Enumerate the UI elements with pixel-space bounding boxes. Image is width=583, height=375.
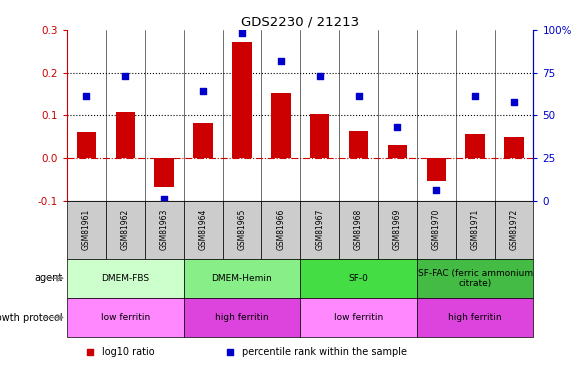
Bar <box>115 112 135 158</box>
Bar <box>261 201 300 259</box>
Bar <box>504 136 524 158</box>
Text: agent: agent <box>34 273 62 283</box>
Point <box>315 73 324 79</box>
Bar <box>417 298 533 337</box>
Point <box>276 58 286 64</box>
Point <box>121 73 130 79</box>
Bar <box>184 298 300 337</box>
Bar <box>339 201 378 259</box>
Text: DMEM-FBS: DMEM-FBS <box>101 274 149 283</box>
Point <box>354 93 363 99</box>
Bar <box>67 259 184 298</box>
Text: GSM81965: GSM81965 <box>237 209 247 251</box>
Text: GSM81969: GSM81969 <box>393 209 402 251</box>
Bar <box>349 131 368 158</box>
Point <box>198 88 208 94</box>
Bar <box>427 158 446 182</box>
Bar <box>300 298 417 337</box>
Bar <box>300 201 339 259</box>
Bar <box>456 201 494 259</box>
Bar <box>271 93 290 158</box>
Point <box>82 93 91 99</box>
Bar <box>154 158 174 187</box>
Text: GSM81962: GSM81962 <box>121 209 130 250</box>
Bar <box>223 201 261 259</box>
Bar <box>310 114 329 158</box>
Bar <box>494 201 533 259</box>
Bar <box>378 201 417 259</box>
Bar <box>417 259 533 298</box>
Text: high ferritin: high ferritin <box>215 313 269 322</box>
Bar <box>184 259 300 298</box>
Point <box>508 181 517 187</box>
Text: low ferritin: low ferritin <box>334 313 383 322</box>
Bar <box>67 201 106 259</box>
Text: growth protocol: growth protocol <box>0 312 62 322</box>
Bar <box>145 201 184 259</box>
Text: DMEM-Hemin: DMEM-Hemin <box>212 274 272 283</box>
Point <box>237 30 247 36</box>
Point <box>470 93 480 99</box>
Text: GSM81963: GSM81963 <box>160 209 168 251</box>
Bar <box>194 123 213 158</box>
Point <box>160 196 169 202</box>
Bar <box>300 259 417 298</box>
Bar <box>465 134 485 158</box>
Bar <box>232 42 252 158</box>
Bar <box>388 145 407 158</box>
Text: GSM81971: GSM81971 <box>470 209 480 250</box>
Point <box>510 99 519 105</box>
Point <box>431 188 441 194</box>
Text: GSM81966: GSM81966 <box>276 209 285 251</box>
Text: GSM81961: GSM81961 <box>82 209 91 250</box>
Text: GSM81968: GSM81968 <box>354 209 363 250</box>
Text: SF-FAC (ferric ammonium
citrate): SF-FAC (ferric ammonium citrate) <box>417 268 533 288</box>
Text: log10 ratio: log10 ratio <box>102 348 154 357</box>
Text: GSM81967: GSM81967 <box>315 209 324 251</box>
Text: low ferritin: low ferritin <box>101 313 150 322</box>
Bar <box>106 201 145 259</box>
Text: GSM81970: GSM81970 <box>432 209 441 251</box>
Text: GSM81964: GSM81964 <box>199 209 208 251</box>
Bar <box>184 201 223 259</box>
Bar <box>417 201 456 259</box>
Bar <box>77 132 96 158</box>
Text: GSM81972: GSM81972 <box>510 209 518 250</box>
Bar <box>67 298 184 337</box>
Text: high ferritin: high ferritin <box>448 313 502 322</box>
Point <box>393 124 402 130</box>
Text: SF-0: SF-0 <box>349 274 368 283</box>
Title: GDS2230 / 21213: GDS2230 / 21213 <box>241 16 359 29</box>
Text: percentile rank within the sample: percentile rank within the sample <box>242 348 407 357</box>
